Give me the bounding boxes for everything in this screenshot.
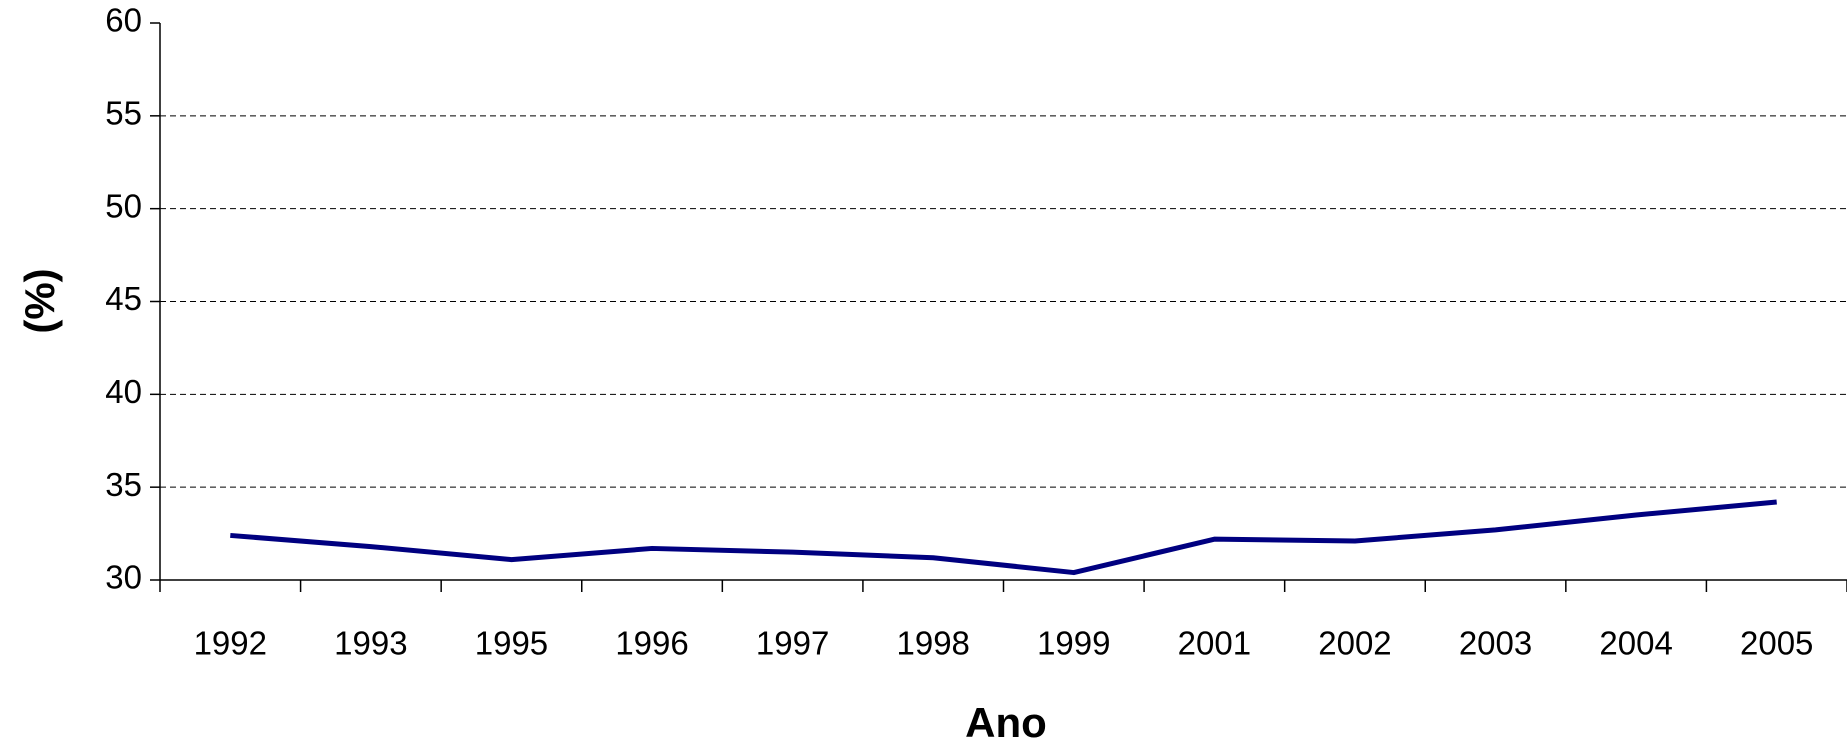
- x-tick-label: 2002: [1318, 625, 1391, 662]
- y-tick-label: 30: [105, 559, 142, 596]
- x-tick-label: 2001: [1178, 625, 1251, 662]
- y-tick-label: 60: [105, 2, 142, 39]
- data-line: [230, 499, 1777, 576]
- x-tick-label: 1998: [896, 625, 969, 662]
- x-tick-label: 1993: [334, 625, 407, 662]
- y-tick-label: 35: [105, 466, 142, 503]
- x-tick-label: 1995: [475, 625, 548, 662]
- y-axis-title: (%): [16, 268, 63, 333]
- x-tick-label: 2003: [1459, 625, 1532, 662]
- x-tick-label: 1992: [194, 625, 267, 662]
- y-tick-label: 55: [105, 95, 142, 132]
- x-tick-label: 2005: [1740, 625, 1813, 662]
- y-tick-label: 40: [105, 373, 142, 410]
- x-tick-label: 1997: [756, 625, 829, 662]
- x-axis-title: Ano: [965, 699, 1047, 746]
- y-tick-label: 50: [105, 187, 142, 224]
- x-tick-label: 1999: [1037, 625, 1110, 662]
- x-tick-label: 1996: [615, 625, 688, 662]
- y-tick-label: 45: [105, 280, 142, 317]
- x-tick-label: 2004: [1599, 625, 1672, 662]
